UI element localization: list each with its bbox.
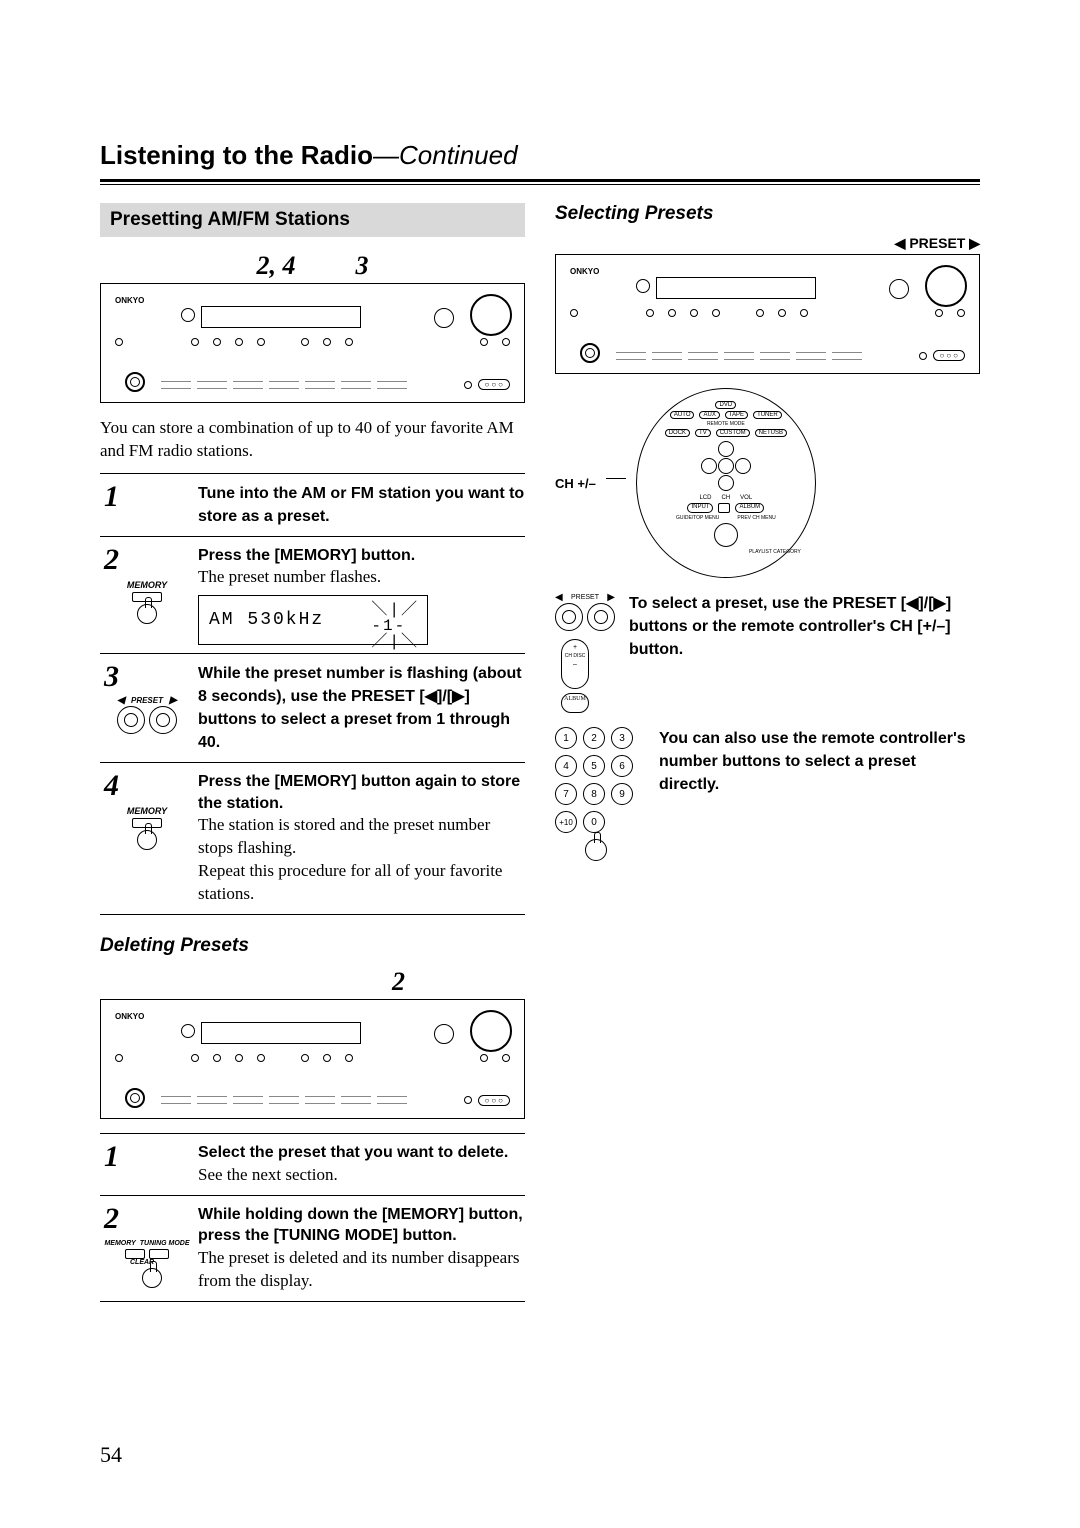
left-column: Presetting AM/FM Stations 2, 4 3 ONKYO xyxy=(100,203,525,1302)
preset-step-4: 4 MEMORY Press the [MEMORY] button again… xyxy=(100,763,525,915)
right-column: Selecting Presets ◀ PRESET ▶ ONKYO ○ ○ ○… xyxy=(555,203,980,1302)
receiver-jog-icon xyxy=(434,308,454,328)
remote-dpad-icon xyxy=(701,441,751,491)
receiver-front-panel-diagram-3: ONKYO ○ ○ ○ xyxy=(555,254,980,374)
title-rule-thick xyxy=(100,179,980,182)
receiver-callouts: 2, 4 3 xyxy=(100,251,525,281)
preset-arrows-icon: ◀PRESET▶ xyxy=(117,696,177,734)
selecting-tip-2-bold: You can also use the remote controller's… xyxy=(659,730,966,793)
step-body: Press the [MEMORY] button again to store… xyxy=(198,771,525,906)
preset-and-ch-icon: ◀PRESET▶ +CH DISC– ALBUM xyxy=(555,592,615,713)
preset-step-2: 2 MEMORY Press the [MEMORY] button. The … xyxy=(100,537,525,655)
remote-nav-ring-icon xyxy=(714,523,738,547)
step-4-plain: The station is stored and the preset num… xyxy=(198,814,525,860)
remote-keypad-icon: 123 456 789 +100 xyxy=(555,727,645,861)
receiver-display-icon xyxy=(201,306,361,328)
memory-button-icon: MEMORY xyxy=(104,581,190,630)
selecting-tip-1-text: To select a preset, use the PRESET [◀]/[… xyxy=(629,592,980,661)
remote-controller-diagram: DVD AUTO AUX TAPE TUNER REMOTE MODE DOCK… xyxy=(636,388,816,578)
receiver-volume-knob-icon xyxy=(470,294,512,336)
selecting-tip-1-bold: To select a preset, use the PRESET [◀]/[… xyxy=(629,595,951,658)
step-3-bold: While the preset number is flashing (abo… xyxy=(198,665,522,751)
delete-step-2-bold: While holding down the [MEMORY] button, … xyxy=(198,1204,525,1247)
delete-step-1-plain: See the next section. xyxy=(198,1164,525,1187)
delete-step-1-bold: Select the preset that you want to delet… xyxy=(198,1142,525,1164)
receiver-front-panel-diagram-2: ONKYO ○ ○ ○ xyxy=(100,999,525,1119)
step-number: 2 MEMORY xyxy=(100,545,190,646)
receiver-bottom-row: ○ ○ ○ xyxy=(161,379,510,390)
flash-indicator-icon: ＼|／-1-／|＼ xyxy=(371,602,419,650)
selecting-tip-1: ◀PRESET▶ +CH DISC– ALBUM To select a pre… xyxy=(555,592,980,713)
step-body: While the preset number is flashing (abo… xyxy=(198,662,525,754)
receiver-brand-label: ONKYO xyxy=(570,267,599,276)
callout-2-4: 2, 4 xyxy=(257,251,296,281)
callout-3: 3 xyxy=(356,251,369,281)
step-body: While holding down the [MEMORY] button, … xyxy=(198,1204,525,1293)
two-column-layout: Presetting AM/FM Stations 2, 4 3 ONKYO xyxy=(100,203,980,1302)
selecting-tip-2: 123 456 789 +100 You can also use the re… xyxy=(555,727,980,861)
preset-step-3: 3 ◀PRESET▶ While the preset number is fl… xyxy=(100,654,525,763)
callout-2: 2 xyxy=(392,967,405,997)
receiver-selector-knob-icon xyxy=(125,372,145,392)
remote-diagram-block: CH +/– DVD AUTO AUX TAPE TUNER REMOTE MO… xyxy=(555,388,980,578)
step-number: 1 xyxy=(100,1142,190,1187)
preset-arrows-label: ◀ PRESET ▶ xyxy=(555,235,980,252)
receiver-power-led-icon xyxy=(181,308,195,322)
memory-button-icon: MEMORY xyxy=(104,807,190,856)
ch-disc-button-icon: +CH DISC– ALBUM xyxy=(555,639,595,713)
step-number: 1 xyxy=(100,482,190,528)
step-number: 4 MEMORY xyxy=(100,771,190,906)
delete-step-1: 1 Select the preset that you want to del… xyxy=(100,1134,525,1196)
step-body: Press the [MEMORY] button. The preset nu… xyxy=(198,545,525,646)
receiver-brand-label: ONKYO xyxy=(115,1012,144,1021)
section-heading-presetting: Presetting AM/FM Stations xyxy=(100,203,525,237)
step-2-plain: The preset number flashes. xyxy=(198,566,525,589)
step-4-plain2: Repeat this procedure for all of your fa… xyxy=(198,860,525,906)
preset-step-1: 1 Tune into the AM or FM station you wan… xyxy=(100,474,525,537)
title-rule-thin xyxy=(100,184,980,185)
intro-paragraph: You can store a combination of up to 40 … xyxy=(100,417,525,463)
page-title: Listening to the Radio—Continued xyxy=(100,140,980,171)
page-number: 54 xyxy=(100,1442,122,1468)
step-body: Tune into the AM or FM station you want … xyxy=(198,482,525,528)
delete-step-2: 2 MEMORY TUNING MODE CLEAR While holding… xyxy=(100,1196,525,1302)
finger-press-icon xyxy=(585,839,607,861)
delete-step-2-plain: The preset is deleted and its number dis… xyxy=(198,1247,525,1293)
selecting-tip-2-text: You can also use the remote controller's… xyxy=(659,727,980,796)
page-title-continued: —Continued xyxy=(373,140,518,170)
ch-plus-minus-label: CH +/– xyxy=(555,476,596,491)
step-number: 3 ◀PRESET▶ xyxy=(100,662,190,754)
step-number: 2 MEMORY TUNING MODE CLEAR xyxy=(100,1204,190,1293)
subheading-selecting: Selecting Presets xyxy=(555,203,980,225)
step-4-bold: Press the [MEMORY] button again to store… xyxy=(198,771,525,814)
receiver-jack-icon: ○ ○ ○ xyxy=(478,379,511,390)
step-body: Select the preset that you want to delet… xyxy=(198,1142,525,1187)
step-2-bold: Press the [MEMORY] button. xyxy=(198,545,525,567)
receiver-brand-label: ONKYO xyxy=(115,296,144,305)
step-1-bold: Tune into the AM or FM station you want … xyxy=(198,485,524,525)
page-title-main: Listening to the Radio xyxy=(100,140,373,170)
delete-callout: 2 xyxy=(100,967,525,997)
memory-tuning-buttons-icon: MEMORY TUNING MODE CLEAR xyxy=(104,1240,190,1287)
receiver-front-panel-diagram: ONKYO ○ ○ ○ xyxy=(100,283,525,403)
lcd-display-icon: AM 530kHz ＼|／-1-／|＼ xyxy=(198,595,428,645)
subheading-deleting: Deleting Presets xyxy=(100,935,525,957)
receiver-button-row xyxy=(115,338,510,346)
